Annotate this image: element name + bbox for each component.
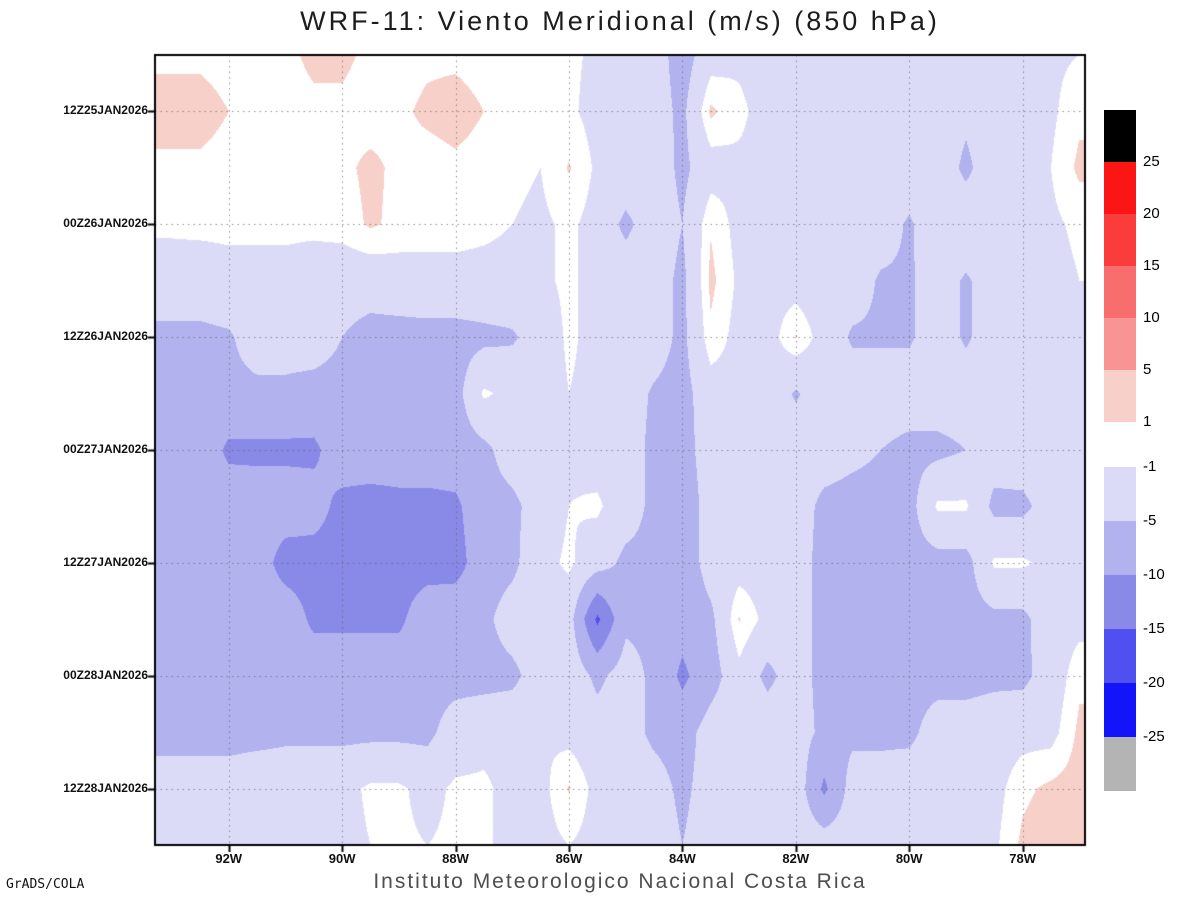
colorbar-segment (1104, 370, 1136, 422)
colorbar-segment (1104, 318, 1136, 370)
colorbar-label: 15 (1143, 257, 1160, 274)
time-axis-label: 00Z28JAN2026 (63, 667, 148, 682)
colorbar-label: -25 (1143, 728, 1165, 745)
longitude-axis-label: 84W (669, 851, 696, 866)
colorbar-label: -10 (1143, 566, 1165, 583)
colorbar-segment (1104, 162, 1136, 214)
colorbar-segment (1104, 683, 1136, 737)
chart-title: WRF-11: Viento Meridional (m/s) (850 hPa… (300, 6, 940, 36)
colorbar-label: -5 (1143, 512, 1157, 529)
colorbar-segment (1104, 575, 1136, 629)
colorbar-negative (1104, 467, 1136, 791)
longitude-axis-label: 82W (782, 851, 810, 866)
colorbar-label: -15 (1143, 620, 1165, 637)
colorbar-label: 20 (1143, 205, 1160, 222)
colorbar-segment (1104, 266, 1136, 318)
grads-credit: GrADS/COLA (6, 877, 85, 892)
colorbar-label: 1 (1143, 413, 1152, 430)
time-axis-label: 00Z27JAN2026 (63, 442, 148, 456)
time-axis-label: 12Z27JAN2026 (63, 554, 148, 569)
time-axis-label: 00Z26JAN2026 (63, 216, 148, 231)
colorbar-segment (1104, 110, 1136, 162)
colorbar-label: 10 (1143, 309, 1160, 326)
colorbar-segment (1104, 629, 1136, 683)
chart-caption: Instituto Meteorologico Nacional Costa R… (373, 870, 867, 893)
longitude-axis-label: 86W (555, 851, 583, 866)
colorbar-positive (1104, 110, 1136, 422)
longitude-axis-label: 78W (1009, 851, 1036, 866)
longitude-axis-label: 92W (215, 851, 243, 866)
time-axis-label: 12Z28JAN2026 (63, 780, 148, 795)
colorbar-segment (1104, 521, 1136, 575)
longitude-axis-label: 80W (895, 851, 923, 866)
colorbar-label: 5 (1143, 361, 1152, 378)
colorbar-label: -20 (1143, 674, 1165, 691)
colorbar-segment (1104, 467, 1136, 521)
time-axis-label: 12Z26JAN2026 (63, 329, 148, 344)
colorbar-label: -1 (1143, 458, 1157, 475)
longitude-axis-label: 90W (328, 851, 356, 866)
longitude-axis-label: 88W (442, 851, 469, 866)
colorbar-label: 25 (1143, 153, 1160, 170)
time-axis-label: 12Z25JAN2026 (63, 103, 148, 118)
colorbar-segment (1104, 737, 1136, 791)
colorbar-segment (1104, 214, 1136, 266)
